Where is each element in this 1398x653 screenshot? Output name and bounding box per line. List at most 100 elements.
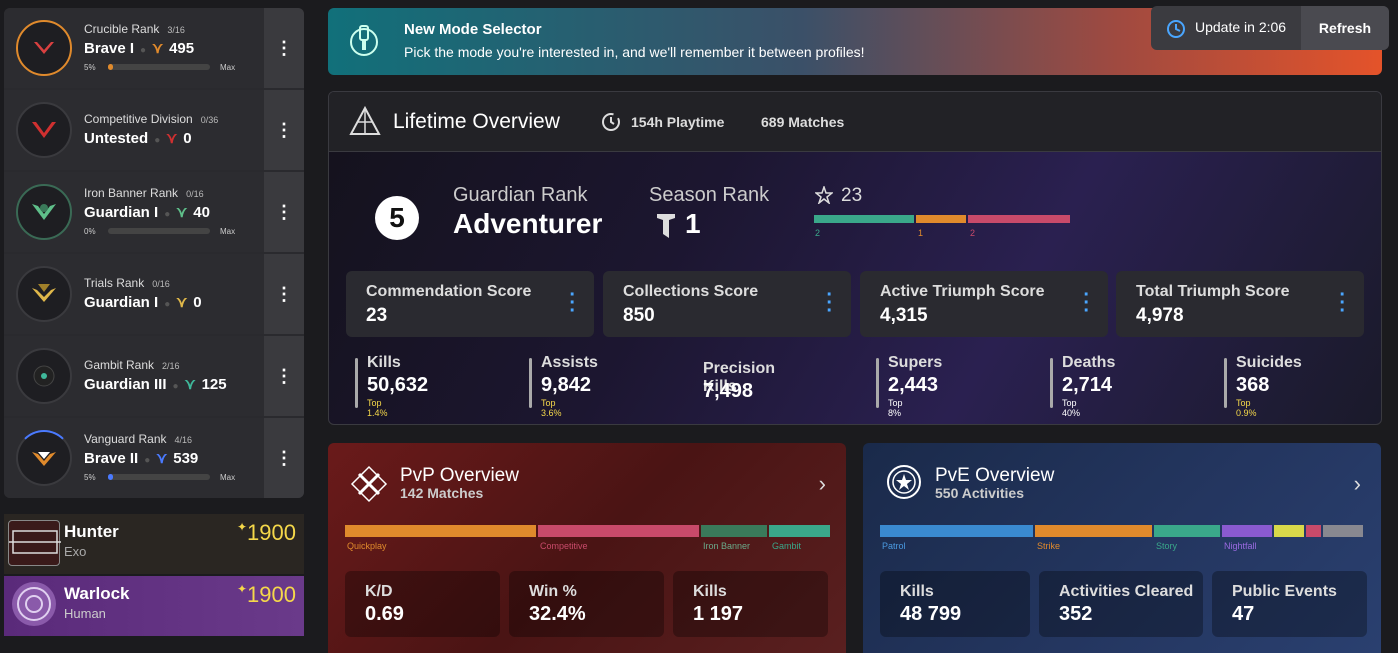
lifetime-overview-panel: Lifetime Overview 154h Playtime 689 Matc… bbox=[328, 91, 1382, 425]
score-value: 4,315 bbox=[880, 305, 928, 326]
commendation-segment bbox=[916, 215, 966, 223]
rank-menu-button[interactable]: ⋮ bbox=[264, 90, 304, 170]
lifetime-title: Lifetime Overview bbox=[393, 110, 560, 133]
guardian-rank-badge: 5 bbox=[375, 196, 419, 240]
rank-value: Brave I ● ⋎ 495 bbox=[84, 40, 195, 57]
rank-row-trials[interactable]: Trials Rank 0/16 Guardian I ● ⋎ 0 ⋮ bbox=[4, 254, 304, 334]
rank-row-competitive[interactable]: Competitive Division 0/36 Untested ● ⋎ 0 ⋮ bbox=[4, 90, 304, 170]
score-label: Active Triumph Score bbox=[880, 283, 1045, 300]
commendations-total: 23 bbox=[841, 185, 863, 206]
character-power: ✦1900 bbox=[236, 520, 296, 545]
pvp-overview-panel[interactable]: PvP Overview 142 Matches › Quickplay Com… bbox=[328, 443, 846, 653]
rank-points-icon: ⋎ bbox=[176, 294, 188, 311]
pve-segment bbox=[1035, 525, 1152, 537]
pve-segment bbox=[1323, 525, 1363, 537]
score-menu-button[interactable]: · · · bbox=[1339, 284, 1346, 322]
pvp-kills-card: Kills 1 197 bbox=[673, 571, 828, 637]
rank-row-gambit[interactable]: Gambit Rank 2/16 Guardian III ● ⋎ 125 ⋮ bbox=[4, 336, 304, 416]
score-value: 850 bbox=[623, 305, 655, 326]
season-rank-icon bbox=[655, 212, 677, 245]
pve-subtitle: 550 Activities bbox=[935, 485, 1024, 501]
rank-row-vanguard[interactable]: Vanguard Rank 4/16 Brave II ● ⋎ 539 5% Max ⋮ bbox=[4, 418, 304, 498]
active-triumph-score-card[interactable]: Active Triumph Score 4,315 · · · bbox=[860, 271, 1108, 337]
rank-menu-button[interactable]: ⋮ bbox=[264, 336, 304, 416]
character-class: Warlock bbox=[64, 584, 130, 603]
character-race: Exo bbox=[64, 544, 87, 559]
lifetime-header: Lifetime Overview 154h Playtime 689 Matc… bbox=[329, 92, 1381, 152]
refresh-button[interactable]: Refresh bbox=[1301, 6, 1389, 50]
matches-text: 689 Matches bbox=[761, 114, 845, 130]
rank-title: Iron Banner Rank 0/16 bbox=[84, 186, 204, 200]
rank-points-icon: ⋎ bbox=[152, 40, 164, 57]
score-label: Commendation Score bbox=[366, 283, 532, 300]
score-menu-button[interactable]: · · · bbox=[826, 284, 833, 322]
pvp-title: PvP Overview bbox=[400, 465, 519, 486]
update-countdown: Update in 2:06 bbox=[1195, 19, 1287, 35]
pvp-segment-label: Competitive bbox=[540, 541, 588, 551]
rank-points-icon: ⋎ bbox=[166, 130, 178, 147]
pve-segment-label: Nightfall bbox=[1224, 541, 1257, 551]
rank-row-crucible[interactable]: Crucible Rank 3/16 Brave I ● ⋎ 495 5% Max ⋮ bbox=[4, 8, 304, 88]
score-value: 4,978 bbox=[1136, 305, 1184, 326]
score-label: Total Triumph Score bbox=[1136, 283, 1290, 300]
pve-segment-label: Strike bbox=[1037, 541, 1061, 551]
commendation-segment-label: 1 bbox=[918, 228, 924, 238]
rank-progress-bar bbox=[108, 64, 210, 70]
rank-points-icon: ⋎ bbox=[156, 450, 168, 467]
lifetime-pyramid-icon bbox=[349, 105, 381, 143]
chevron-right-icon[interactable]: › bbox=[818, 471, 826, 496]
rank-menu-button[interactable]: ⋮ bbox=[264, 8, 304, 88]
score-menu-button[interactable]: · · · bbox=[1083, 284, 1090, 322]
pvp-segment bbox=[701, 525, 767, 537]
rank-row-iron-banner[interactable]: Iron Banner Rank 0/16 Guardian I ● ⋎ 40 0% M… bbox=[4, 172, 304, 252]
rank-value: Guardian I ● ⋎ 40 bbox=[84, 204, 210, 221]
rank-points-icon: ⋎ bbox=[184, 376, 196, 393]
mode-selector-icon bbox=[346, 22, 382, 63]
pve-segment-label: Patrol bbox=[882, 541, 906, 551]
pve-overview-panel[interactable]: PvE Overview 550 Activities › Patrol Str… bbox=[863, 443, 1381, 653]
guardian-rank-label: Guardian Rank bbox=[453, 184, 588, 206]
rank-progress-bar bbox=[108, 228, 210, 234]
power-icon: ✦ bbox=[236, 582, 248, 596]
pvp-segment bbox=[538, 525, 699, 537]
score-menu-button[interactable]: · · · bbox=[569, 284, 576, 322]
vanguard-rank-icon bbox=[16, 430, 72, 486]
pvp-win-card: Win % 32.4% bbox=[509, 571, 664, 637]
banner-description: Pick the mode you're interested in, and … bbox=[404, 44, 865, 60]
pvp-segment-label: Iron Banner bbox=[703, 541, 751, 551]
pve-activities-card: Activities Cleared 352 bbox=[1039, 571, 1203, 637]
pve-segment bbox=[1222, 525, 1272, 537]
commendation-score-card[interactable]: Commendation Score 23 · · · bbox=[346, 271, 594, 337]
power-icon: ✦ bbox=[236, 520, 248, 534]
refresh-timer-icon bbox=[1165, 18, 1187, 45]
competitive-division-icon bbox=[16, 102, 72, 158]
rank-value: Guardian III ● ⋎ 125 bbox=[84, 376, 227, 393]
rank-progress-label: 5% bbox=[84, 473, 96, 482]
clock-icon bbox=[601, 112, 621, 137]
pve-public-events-card: Public Events 47 bbox=[1212, 571, 1367, 637]
rank-menu-button[interactable]: ⋮ bbox=[264, 418, 304, 498]
rank-max-label: Max bbox=[220, 63, 236, 72]
collections-score-card[interactable]: Collections Score 850 · · · bbox=[603, 271, 851, 337]
rank-menu-button[interactable]: ⋮ bbox=[264, 254, 304, 334]
pve-kills-card: Kills 48 799 bbox=[880, 571, 1030, 637]
rank-progress-bar bbox=[108, 474, 210, 480]
character-hunter[interactable]: Hunter Exo ✦1900 bbox=[4, 514, 304, 574]
character-warlock[interactable]: Warlock Human ✦1900 bbox=[4, 576, 304, 636]
rank-value: Untested ● ⋎ 0 bbox=[84, 130, 192, 147]
total-triumph-score-card[interactable]: Total Triumph Score 4,978 · · · bbox=[1116, 271, 1364, 337]
rank-title: Gambit Rank 2/16 bbox=[84, 358, 180, 372]
rank-menu-button[interactable]: ⋮ bbox=[264, 172, 304, 252]
pve-segment bbox=[880, 525, 1033, 537]
chevron-right-icon[interactable]: › bbox=[1353, 471, 1361, 496]
commendation-segment bbox=[814, 215, 914, 223]
guardian-rank-value: Adventurer bbox=[453, 208, 603, 239]
pvp-kd-card: K/D 0.69 bbox=[345, 571, 500, 637]
rank-title: Vanguard Rank 4/16 bbox=[84, 432, 193, 446]
pve-title: PvE Overview bbox=[935, 465, 1055, 486]
season-rank-label: Season Rank bbox=[649, 184, 770, 206]
rank-max-label: Max bbox=[220, 227, 236, 236]
pve-segment bbox=[1274, 525, 1304, 537]
score-value: 23 bbox=[366, 305, 388, 326]
warlock-emblem-icon bbox=[12, 582, 56, 626]
